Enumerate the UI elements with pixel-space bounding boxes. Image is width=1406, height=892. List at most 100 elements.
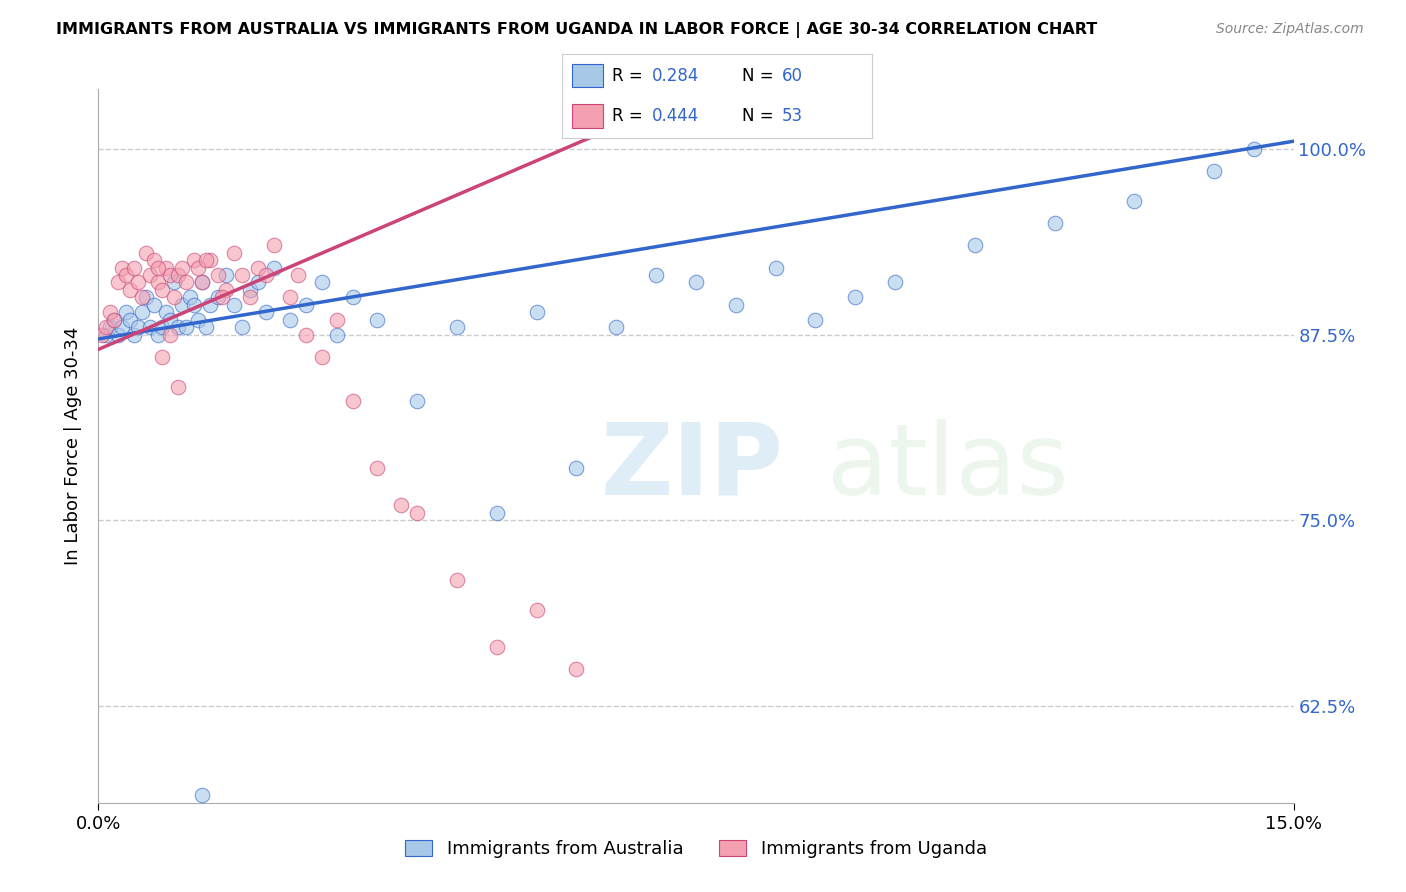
- Point: [187, 260, 209, 275]
- Point: [124, 327, 146, 342]
- Point: [645, 268, 668, 282]
- Point: [191, 276, 214, 290]
- Point: [183, 253, 205, 268]
- Point: [963, 238, 986, 252]
- Point: [111, 320, 134, 334]
- Point: [294, 298, 316, 312]
- Point: [127, 320, 149, 334]
- Text: R =: R =: [612, 107, 648, 125]
- Point: [278, 290, 301, 304]
- Point: [187, 312, 209, 326]
- Point: [131, 290, 153, 304]
- Point: [485, 506, 508, 520]
- Point: [222, 245, 245, 260]
- Point: [254, 268, 277, 282]
- Point: [103, 312, 125, 326]
- Point: [222, 298, 245, 312]
- Point: [884, 276, 907, 290]
- Point: [207, 290, 229, 304]
- Text: ZIP: ZIP: [600, 419, 783, 516]
- Point: [103, 312, 125, 326]
- Point: [191, 789, 214, 803]
- Point: [172, 260, 194, 275]
- Point: [174, 276, 197, 290]
- Text: 0.444: 0.444: [652, 107, 699, 125]
- Point: [406, 506, 429, 520]
- Text: R =: R =: [612, 67, 648, 85]
- Point: [135, 290, 157, 304]
- Point: [1202, 164, 1225, 178]
- Point: [526, 305, 548, 319]
- Point: [124, 260, 146, 275]
- Point: [115, 268, 138, 282]
- Point: [98, 305, 122, 319]
- Text: 53: 53: [782, 107, 803, 125]
- Point: [263, 260, 285, 275]
- Text: Source: ZipAtlas.com: Source: ZipAtlas.com: [1216, 22, 1364, 37]
- Legend: Immigrants from Australia, Immigrants from Uganda: Immigrants from Australia, Immigrants fr…: [405, 839, 987, 858]
- Point: [342, 394, 364, 409]
- Point: [163, 290, 186, 304]
- Point: [150, 320, 173, 334]
- Text: 60: 60: [782, 67, 803, 85]
- Point: [198, 298, 221, 312]
- Point: [155, 260, 177, 275]
- Point: [311, 276, 333, 290]
- Point: [231, 268, 253, 282]
- Point: [159, 327, 181, 342]
- Point: [207, 268, 229, 282]
- Point: [278, 312, 301, 326]
- Point: [172, 298, 194, 312]
- Point: [844, 290, 866, 304]
- Point: [342, 290, 364, 304]
- Point: [565, 461, 588, 475]
- Point: [167, 379, 190, 393]
- Point: [326, 312, 349, 326]
- Point: [107, 327, 129, 342]
- Point: [107, 276, 129, 290]
- Point: [159, 312, 181, 326]
- Point: [366, 461, 388, 475]
- Point: [139, 268, 162, 282]
- Point: [446, 573, 468, 587]
- Point: [804, 312, 827, 326]
- Point: [239, 290, 262, 304]
- Point: [246, 276, 269, 290]
- Point: [91, 327, 114, 342]
- Point: [120, 312, 142, 326]
- Point: [143, 253, 166, 268]
- Point: [1243, 142, 1265, 156]
- Point: [150, 283, 173, 297]
- Point: [167, 268, 190, 282]
- Point: [174, 320, 197, 334]
- Point: [98, 320, 122, 334]
- Text: N =: N =: [742, 107, 779, 125]
- Point: [131, 305, 153, 319]
- Text: atlas: atlas: [827, 419, 1069, 516]
- Point: [148, 276, 170, 290]
- Bar: [572, 63, 603, 87]
- Point: [191, 276, 214, 290]
- Point: [263, 238, 285, 252]
- Point: [311, 350, 333, 364]
- Text: IMMIGRANTS FROM AUSTRALIA VS IMMIGRANTS FROM UGANDA IN LABOR FORCE | AGE 30-34 C: IMMIGRANTS FROM AUSTRALIA VS IMMIGRANTS …: [56, 22, 1098, 38]
- Point: [239, 283, 262, 297]
- Text: 0.284: 0.284: [652, 67, 699, 85]
- Point: [115, 305, 138, 319]
- Point: [198, 253, 221, 268]
- Point: [143, 298, 166, 312]
- Point: [215, 283, 238, 297]
- Point: [183, 298, 205, 312]
- Point: [246, 260, 269, 275]
- Point: [135, 245, 157, 260]
- Point: [685, 276, 707, 290]
- Point: [148, 260, 170, 275]
- Point: [485, 640, 508, 654]
- Point: [389, 499, 412, 513]
- Point: [195, 320, 218, 334]
- Point: [211, 290, 233, 304]
- Point: [406, 394, 429, 409]
- Bar: [572, 104, 603, 128]
- Point: [1123, 194, 1146, 208]
- Point: [150, 350, 173, 364]
